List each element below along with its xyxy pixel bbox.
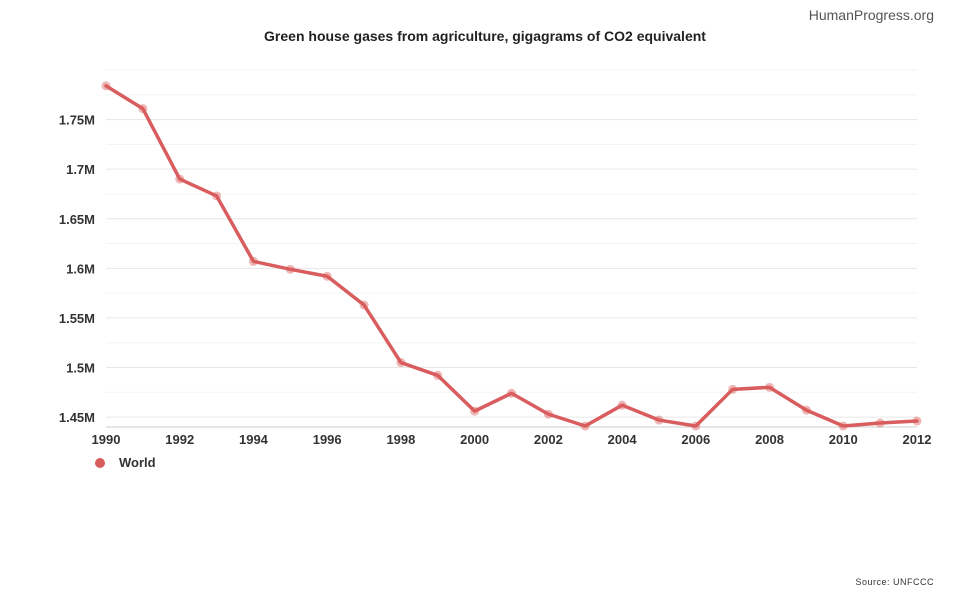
legend[interactable]: World bbox=[95, 455, 156, 470]
x-tick-label: 1992 bbox=[165, 432, 194, 447]
data-point[interactable] bbox=[543, 409, 553, 419]
x-tick-label: 1998 bbox=[386, 432, 415, 447]
x-tick-label: 2004 bbox=[608, 432, 638, 447]
data-point[interactable] bbox=[617, 400, 627, 410]
x-tick-label: 1990 bbox=[92, 432, 121, 447]
data-point[interactable] bbox=[691, 421, 701, 431]
data-point[interactable] bbox=[359, 300, 369, 310]
x-tick-label: 1994 bbox=[239, 432, 269, 447]
chart-title: Green house gases from agriculture, giga… bbox=[264, 28, 706, 44]
x-tick-label: 2012 bbox=[903, 432, 932, 447]
data-point[interactable] bbox=[580, 421, 590, 431]
x-tick-label: 1996 bbox=[313, 432, 342, 447]
data-point[interactable] bbox=[396, 358, 406, 368]
watermark: HumanProgress.org bbox=[808, 7, 934, 23]
data-point[interactable] bbox=[875, 418, 885, 428]
series-layer bbox=[101, 81, 922, 431]
data-point[interactable] bbox=[248, 256, 258, 266]
x-tick-label: 2008 bbox=[755, 432, 784, 447]
x-tick-label: 2006 bbox=[681, 432, 710, 447]
data-point[interactable] bbox=[322, 271, 332, 281]
y-axis: 1.45M 1.5M 1.55M 1.6M 1.65M 1.7M 1.75M bbox=[59, 113, 95, 426]
y-tick-label: 1.7M bbox=[66, 162, 95, 177]
x-tick-label: 2000 bbox=[460, 432, 489, 447]
data-point[interactable] bbox=[470, 406, 480, 416]
data-point[interactable] bbox=[138, 104, 148, 114]
data-point[interactable] bbox=[654, 415, 664, 425]
data-point[interactable] bbox=[212, 191, 222, 201]
data-point[interactable] bbox=[765, 382, 775, 392]
y-tick-label: 1.65M bbox=[59, 212, 95, 227]
legend-swatch-world bbox=[95, 457, 105, 468]
x-tick-label: 2002 bbox=[534, 432, 563, 447]
data-point[interactable] bbox=[801, 405, 811, 415]
y-tick-label: 1.45M bbox=[59, 410, 95, 425]
data-point[interactable] bbox=[507, 388, 516, 398]
y-tick-label: 1.75M bbox=[59, 113, 95, 128]
y-tick-label: 1.6M bbox=[66, 261, 95, 276]
y-tick-label: 1.55M bbox=[59, 311, 95, 326]
data-point[interactable] bbox=[433, 370, 443, 380]
grid-lines bbox=[106, 69, 917, 428]
source-note: Source: UNFCCC bbox=[855, 577, 934, 587]
x-tick-label: 2010 bbox=[829, 432, 858, 447]
y-tick-label: 1.5M bbox=[66, 361, 95, 376]
data-point[interactable] bbox=[912, 416, 922, 426]
series-line-world bbox=[104, 84, 919, 428]
data-point[interactable] bbox=[285, 264, 295, 274]
data-point[interactable] bbox=[175, 174, 185, 184]
data-point[interactable] bbox=[101, 81, 111, 91]
x-axis: 1990 1992 1994 1996 1998 2000 2002 2004 2006 2008… bbox=[92, 432, 932, 447]
legend-label-world: World bbox=[119, 455, 156, 470]
data-point[interactable] bbox=[838, 421, 848, 431]
data-point[interactable] bbox=[728, 384, 738, 394]
